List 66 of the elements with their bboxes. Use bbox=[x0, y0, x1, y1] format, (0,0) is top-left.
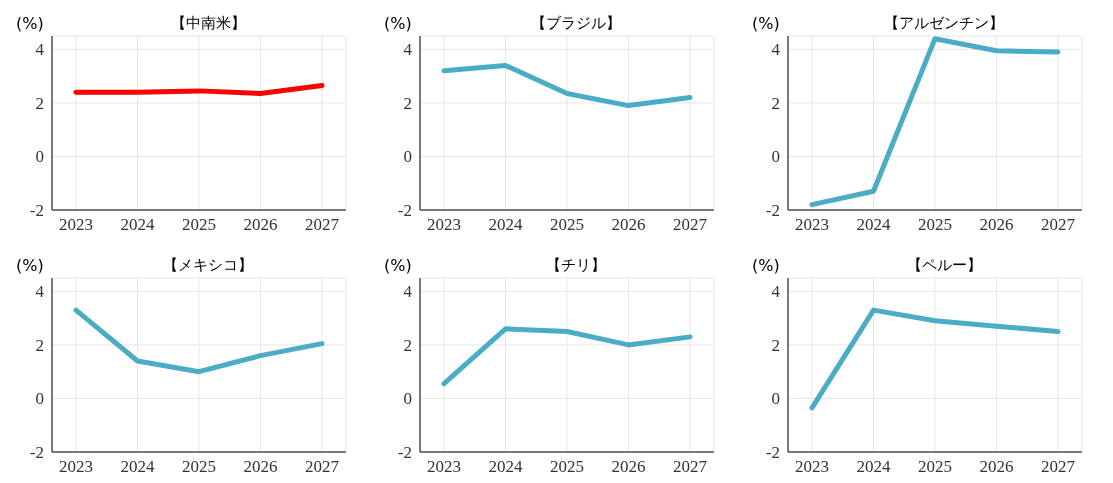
y-axis-title: (%) bbox=[384, 14, 412, 33]
y-tick-label: -2 bbox=[397, 201, 412, 221]
x-tick-label: 2026 bbox=[979, 215, 1014, 235]
y-tick-label: 0 bbox=[35, 389, 44, 409]
chart-title: 【ペルー】 bbox=[905, 256, 983, 275]
y-axis-title: (%) bbox=[384, 256, 412, 275]
x-tick-label: 2025 bbox=[550, 215, 584, 235]
x-tick-label: 2027 bbox=[305, 457, 340, 477]
y-axis-title: (%) bbox=[16, 256, 44, 275]
y-tick-label: -2 bbox=[29, 443, 44, 463]
x-tick-label: 2023 bbox=[59, 457, 93, 477]
y-tick-label: 2 bbox=[35, 335, 44, 355]
y-tick-label: 2 bbox=[403, 93, 412, 113]
x-tick-label: 2025 bbox=[550, 457, 584, 477]
y-tick-label: 4 bbox=[771, 282, 781, 302]
x-tick-label: 2025 bbox=[182, 215, 216, 235]
x-tick-label: 2027 bbox=[1041, 457, 1076, 477]
chart-title: 【チリ】 bbox=[545, 256, 607, 275]
y-tick-label: 2 bbox=[771, 335, 780, 355]
x-tick-label: 2027 bbox=[673, 215, 708, 235]
x-tick-label: 2023 bbox=[795, 215, 829, 235]
y-tick-label: 4 bbox=[403, 282, 413, 302]
x-tick-label: 2027 bbox=[673, 457, 708, 477]
chart-title: 【メキシコ】 bbox=[162, 256, 254, 275]
x-tick-label: 2025 bbox=[918, 457, 952, 477]
y-tick-label: -2 bbox=[765, 443, 780, 463]
x-tick-label: 2026 bbox=[611, 215, 646, 235]
y-tick-label: 4 bbox=[403, 40, 413, 60]
y-tick-label: -2 bbox=[29, 201, 44, 221]
y-tick-label: 4 bbox=[35, 40, 45, 60]
y-tick-label: 0 bbox=[403, 147, 412, 167]
y-axis-title: (%) bbox=[752, 14, 780, 33]
y-tick-label: 0 bbox=[771, 389, 780, 409]
x-tick-label: 2027 bbox=[1041, 215, 1076, 235]
y-axis-title: (%) bbox=[752, 256, 780, 275]
y-tick-label: 0 bbox=[35, 147, 44, 167]
chart-title: 【ブラジル】 bbox=[530, 14, 622, 33]
x-tick-label: 2026 bbox=[243, 215, 278, 235]
chart-title: 【アルゼンチン】 bbox=[883, 14, 1005, 33]
x-tick-label: 2024 bbox=[120, 457, 155, 477]
y-tick-label: 2 bbox=[35, 93, 44, 113]
x-tick-label: 2025 bbox=[918, 215, 952, 235]
y-tick-label: 2 bbox=[771, 93, 780, 113]
x-tick-label: 2023 bbox=[427, 457, 461, 477]
x-tick-label: 2026 bbox=[979, 457, 1014, 477]
x-tick-label: 2026 bbox=[611, 457, 646, 477]
x-tick-label: 2024 bbox=[488, 457, 523, 477]
x-tick-label: 2023 bbox=[795, 457, 829, 477]
x-tick-label: 2024 bbox=[488, 215, 523, 235]
x-tick-label: 2025 bbox=[182, 457, 216, 477]
y-tick-label: -2 bbox=[397, 443, 412, 463]
x-tick-label: 2024 bbox=[856, 457, 891, 477]
x-tick-label: 2024 bbox=[120, 215, 155, 235]
x-tick-label: 2023 bbox=[427, 215, 461, 235]
y-tick-label: 0 bbox=[771, 147, 780, 167]
chart-title: 【中南米】 bbox=[169, 14, 247, 33]
x-tick-label: 2026 bbox=[243, 457, 278, 477]
y-tick-label: 0 bbox=[403, 389, 412, 409]
y-tick-label: 2 bbox=[403, 335, 412, 355]
y-axis-title: (%) bbox=[16, 14, 44, 33]
x-tick-label: 2023 bbox=[59, 215, 93, 235]
x-tick-label: 2027 bbox=[305, 215, 340, 235]
y-tick-label: 4 bbox=[771, 40, 781, 60]
y-tick-label: -2 bbox=[765, 201, 780, 221]
y-tick-label: 4 bbox=[35, 282, 45, 302]
x-tick-label: 2024 bbox=[856, 215, 891, 235]
